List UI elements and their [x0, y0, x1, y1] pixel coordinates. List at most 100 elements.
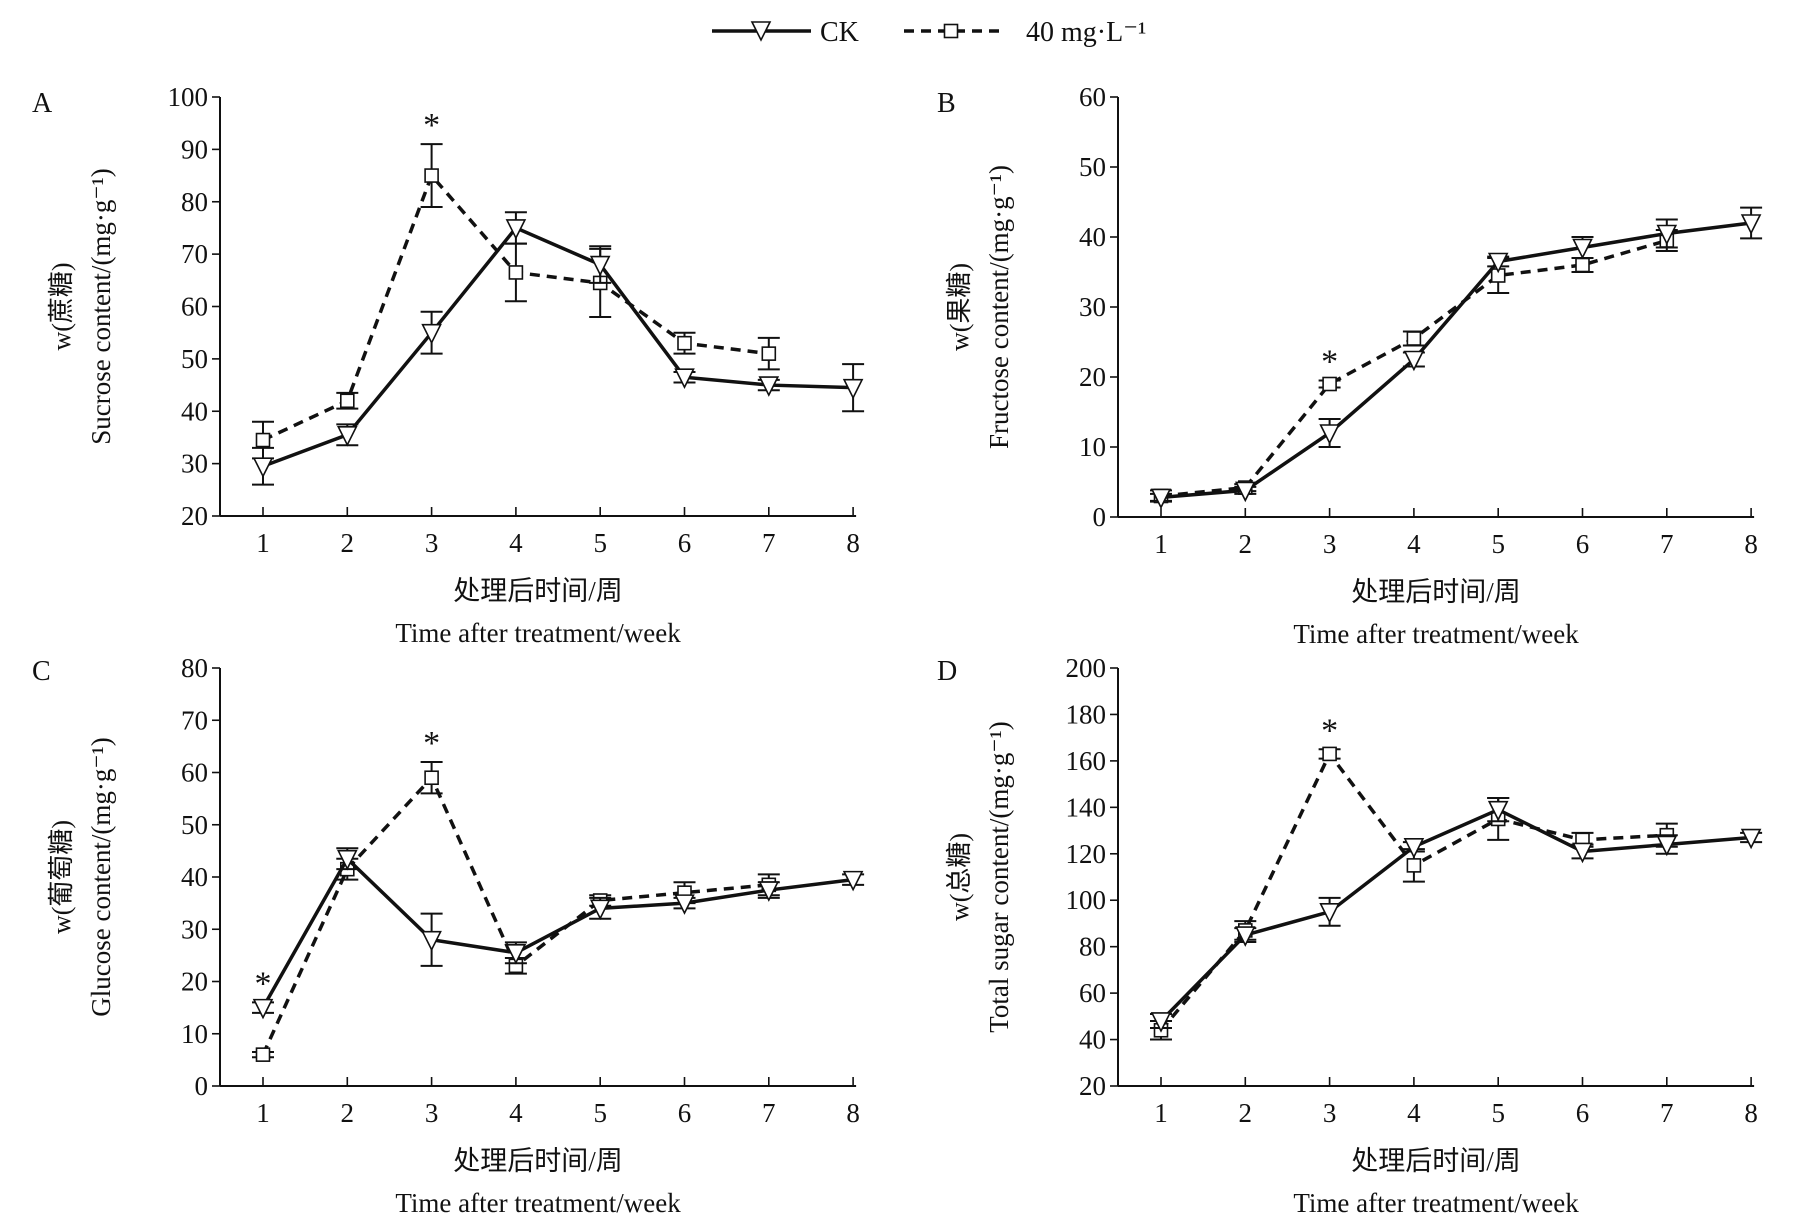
- x-tick-label: 4: [509, 1098, 523, 1128]
- y-axis-label: Total sugar content/(mg·g⁻¹): [984, 721, 1014, 1032]
- y-tick-label: 20: [1079, 362, 1106, 392]
- y-tick-label: 60: [181, 292, 208, 322]
- data-point-ck: [1740, 828, 1762, 850]
- y-tick-label: 30: [181, 914, 208, 944]
- x-axis-label-cn: 处理后时间/周: [453, 1146, 623, 1176]
- x-axis-label-cn: 处理后时间/周: [1351, 1146, 1521, 1176]
- data-point-treatment: [1406, 858, 1422, 873]
- x-tick-label: 6: [1576, 1098, 1590, 1128]
- y-tick-label: 90: [181, 134, 208, 164]
- y-tick-label: 40: [1079, 222, 1106, 252]
- y-tick-label: 0: [195, 1071, 209, 1101]
- y-tick-label: 80: [181, 653, 208, 683]
- data-point-treatment: [677, 335, 692, 351]
- y-tick-label: 70: [181, 239, 208, 269]
- data-point-treatment: [1575, 257, 1590, 273]
- y-tick-label: 60: [1079, 978, 1106, 1008]
- x-tick-label: 1: [256, 1098, 270, 1128]
- x-tick-label: 5: [1491, 529, 1505, 559]
- x-tick-label: 7: [1660, 529, 1674, 559]
- data-point-ck: [252, 998, 274, 1020]
- data-point-ck: [1572, 842, 1593, 864]
- y-tick-label: 180: [1066, 699, 1107, 729]
- series-line-ck: [1159, 807, 1752, 1023]
- x-tick-label: 3: [1323, 529, 1337, 559]
- x-tick-label: 6: [678, 528, 692, 558]
- data-point-ck: [589, 255, 611, 277]
- data-point-treatment: [424, 168, 439, 183]
- data-point-ck: [252, 457, 274, 479]
- data-point-ck: [1235, 926, 1256, 947]
- series-line-treatment: [261, 774, 769, 1056]
- data-point-ck: [1235, 481, 1256, 503]
- legend-marker-ck: [750, 21, 772, 42]
- y-tick-label: 30: [1079, 292, 1106, 322]
- data-point-ck: [1656, 224, 1678, 246]
- data-point-treatment: [255, 1047, 271, 1062]
- series-line-ck: [1160, 221, 1752, 500]
- data-point-treatment: [424, 770, 439, 786]
- x-tick-label: 8: [846, 1098, 860, 1128]
- series-line-ck: [261, 855, 854, 1009]
- x-tick-label: 2: [1239, 529, 1253, 559]
- data-point-ck: [1319, 424, 1340, 445]
- data-point-ck: [421, 323, 442, 345]
- data-point-ck: [758, 376, 780, 397]
- data-point-ck: [337, 426, 358, 447]
- y-axis-label: Fructose content/(mg·g⁻¹): [984, 165, 1014, 449]
- data-point-ck: [1572, 238, 1593, 260]
- x-tick-label: 8: [1744, 1098, 1758, 1128]
- x-tick-label: 8: [1744, 529, 1758, 559]
- legend-label-ck: CK: [820, 17, 859, 48]
- series-line-ck: [262, 225, 854, 468]
- x-axis-label: Time after treatment/week: [1293, 619, 1579, 649]
- y-tick-label: 20: [181, 501, 208, 531]
- x-tick-label: 5: [1491, 1098, 1505, 1128]
- y-tick-label: 40: [1079, 1025, 1106, 1055]
- y-tick-label: 80: [1079, 932, 1106, 962]
- y-tick-label: 50: [1079, 152, 1106, 182]
- x-axis-label-cn: 处理后时间/周: [453, 576, 623, 606]
- y-tick-label: 60: [1079, 82, 1106, 112]
- y-axis-label-cn: w(果糖): [945, 263, 974, 351]
- y-tick-label: 10: [1079, 432, 1106, 462]
- y-tick-label: 100: [1066, 885, 1107, 915]
- x-tick-label: 8: [846, 528, 860, 558]
- y-tick-label: 50: [181, 810, 208, 840]
- y-axis-label-cn: w(蔗糖): [47, 262, 76, 350]
- x-tick-label: 4: [1407, 1098, 1421, 1128]
- data-point-treatment: [1406, 331, 1422, 346]
- data-point-treatment: [1322, 746, 1337, 762]
- x-tick-label: 6: [678, 1098, 692, 1128]
- y-tick-label: 100: [168, 82, 209, 112]
- x-tick-label: 7: [1660, 1098, 1674, 1128]
- legend-marker-treatment: [943, 23, 959, 39]
- data-point-ck: [589, 899, 611, 921]
- x-tick-label: 3: [1323, 1098, 1337, 1128]
- data-point-ck: [1403, 350, 1425, 372]
- data-point-ck: [1319, 903, 1340, 924]
- x-tick-label: 5: [593, 1098, 607, 1128]
- y-tick-label: 200: [1066, 653, 1107, 683]
- y-tick-label: 10: [181, 1019, 208, 1049]
- y-tick-label: 80: [181, 187, 208, 217]
- panel-letter: B: [937, 88, 956, 119]
- x-tick-label: 4: [509, 528, 523, 558]
- significance-asterisk: *: [1321, 712, 1338, 749]
- significance-asterisk: *: [1321, 344, 1338, 381]
- data-point-ck: [505, 219, 527, 240]
- data-point-treatment: [508, 265, 524, 280]
- y-tick-label: 20: [1079, 1071, 1106, 1101]
- x-tick-label: 1: [1154, 1098, 1168, 1128]
- significance-asterisk: *: [423, 725, 440, 762]
- y-tick-label: 60: [181, 758, 208, 788]
- y-tick-label: 0: [1093, 502, 1107, 532]
- y-tick-label: 30: [181, 449, 208, 479]
- data-point-ck: [1403, 838, 1425, 859]
- data-point-ck: [758, 881, 780, 902]
- data-point-ck: [1740, 214, 1762, 235]
- data-point-treatment: [339, 393, 355, 409]
- y-tick-label: 50: [181, 344, 208, 374]
- panel-letter: C: [32, 656, 51, 687]
